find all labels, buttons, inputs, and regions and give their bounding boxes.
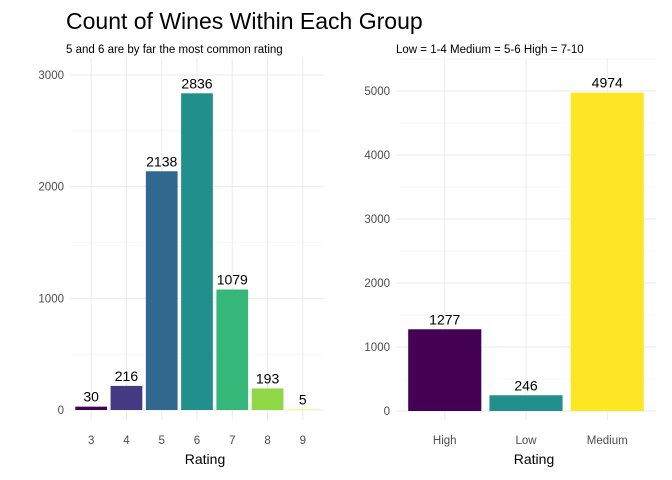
right-y-tick-label: 1000 <box>364 342 390 354</box>
left-bar-5 <box>145 171 178 410</box>
left-bar-data-label: 30 <box>83 389 99 405</box>
left-y-tick-label: 1000 <box>38 293 64 305</box>
right-x-tick-label: Medium <box>587 435 628 447</box>
left-bar-4 <box>110 385 143 410</box>
right-y-tick-label: 3000 <box>364 214 390 226</box>
right-chart-subtitle: Low = 1-4 Medium = 5-6 High = 7-10 <box>396 44 584 56</box>
left-bar-data-label: 2138 <box>146 153 177 169</box>
left-x-tick-label: 9 <box>300 435 306 447</box>
left-x-tick-label: 3 <box>88 435 94 447</box>
left-x-tick-label: 8 <box>264 435 270 447</box>
chart-title: Count of Wines Within Each Group <box>66 8 423 34</box>
left-bar-8 <box>251 388 284 410</box>
right-y-tick-label: 5000 <box>364 86 390 98</box>
right-x-tick-label: High <box>433 435 457 447</box>
left-bar-data-label: 2836 <box>181 75 212 91</box>
right-bar-data-label: 246 <box>514 377 538 393</box>
left-bar-6 <box>181 93 213 411</box>
right-y-tick-label: 0 <box>384 406 390 418</box>
left-chart-subtitle: 5 and 6 are by far the most common ratin… <box>66 44 283 56</box>
right-bar-high <box>408 329 482 411</box>
left-bar-9 <box>286 409 319 410</box>
left-x-tick-label: 6 <box>194 435 200 447</box>
right-x-tick-label: Low <box>515 435 537 447</box>
left-y-tick-label: 2000 <box>38 182 64 194</box>
right-y-tick-label: 4000 <box>364 150 390 162</box>
left-y-tick-label: 3000 <box>38 70 64 82</box>
right-y-tick-label: 2000 <box>364 278 390 290</box>
left-x-tick-label: 4 <box>123 435 130 447</box>
right-bar-data-label: 4974 <box>592 75 623 91</box>
left-bar-data-label: 216 <box>115 368 139 384</box>
left-bar-3 <box>75 406 108 410</box>
left-bar-data-label: 193 <box>256 370 280 386</box>
left-x-tick-label: 5 <box>159 435 165 447</box>
right-bar-medium <box>570 92 644 411</box>
left-bar-data-label: 1079 <box>217 272 248 288</box>
left-x-tick-label: 7 <box>229 435 235 447</box>
left-bar-7 <box>216 289 249 410</box>
left-x-axis-title: Rating <box>185 451 225 467</box>
left-bar-data-label: 5 <box>299 391 307 407</box>
left-y-tick-label: 0 <box>58 405 64 417</box>
right-bar-data-label: 1277 <box>429 311 460 327</box>
right-bar-low <box>489 395 563 411</box>
right-x-axis-title: Rating <box>514 451 554 467</box>
